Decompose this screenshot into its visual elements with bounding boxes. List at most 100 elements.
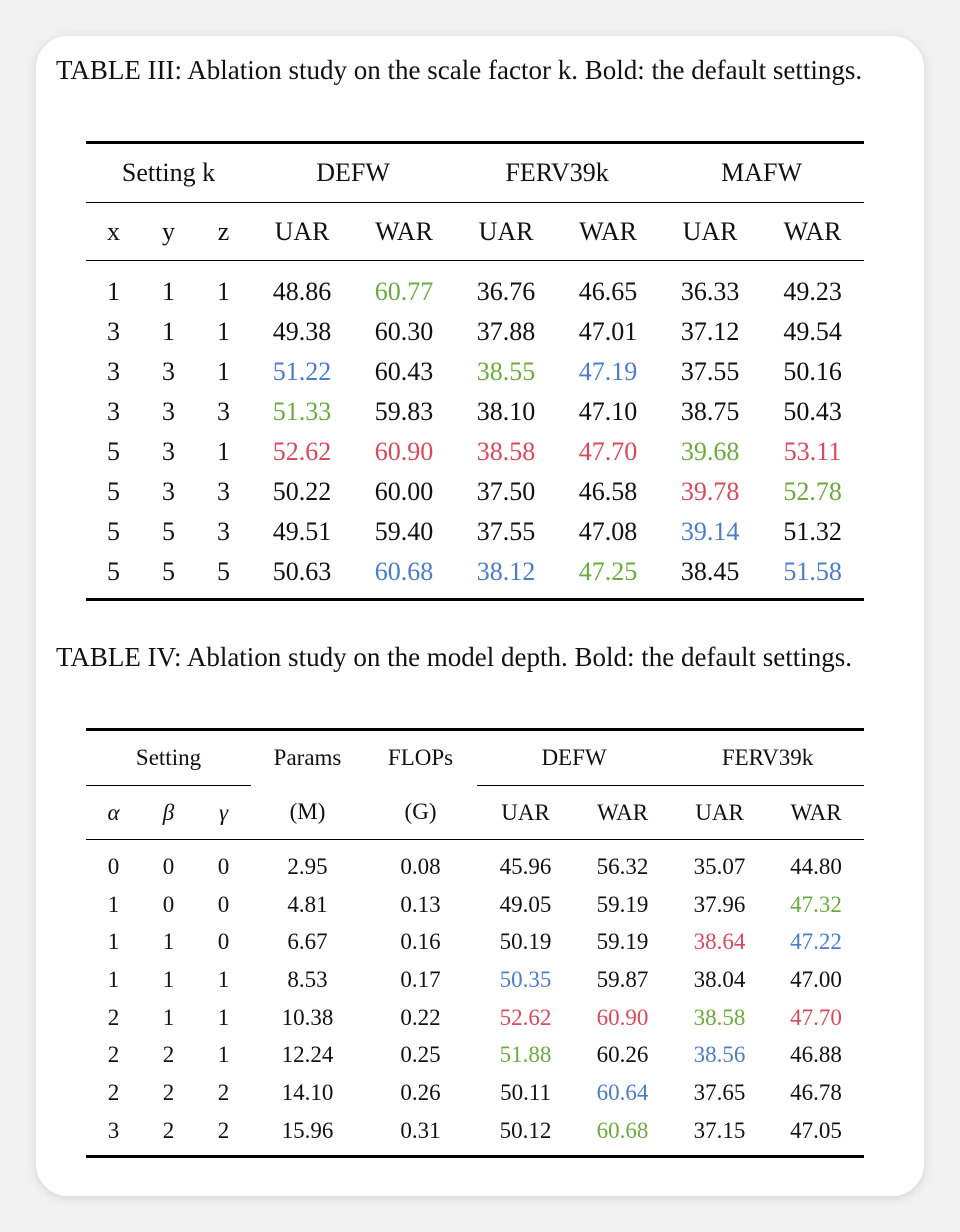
table-cell: 1 (107, 966, 120, 992)
table-cell: 53.11 (783, 437, 842, 466)
table-row: 1 1 1 8.53 0.17 50.35 59.87 38.04 47.00 (86, 961, 864, 999)
table4-caption: TABLE IV: Ablation study on the model de… (56, 642, 852, 672)
table-cell: 1 (107, 277, 120, 306)
table-cell: 46.78 (790, 1079, 842, 1105)
table-cell: 45.96 (499, 853, 552, 879)
table-cell: 2 (162, 1079, 175, 1105)
table-cell: 37.15 (671, 1111, 769, 1158)
table-cell: 1 (217, 966, 230, 992)
table-cell: 38.58 (476, 437, 536, 466)
table-cell: 1 (107, 891, 120, 917)
table-cell: 4.81 (287, 891, 328, 917)
table-cell: 50.43 (783, 397, 842, 426)
table-cell: 51.32 (783, 517, 842, 546)
table3-subheader: UAR (251, 202, 354, 261)
table-cell: 0 (107, 853, 120, 879)
table4: Setting Params FLOPs DEFW FERV39k α β γ … (86, 728, 865, 1158)
table-cell: 3 (162, 437, 175, 466)
table-cell: 49.23 (783, 277, 842, 306)
table3-subheader: y (141, 202, 196, 261)
table-cell: 0.25 (400, 1042, 441, 1068)
table-cell: 2.95 (287, 853, 328, 879)
table-cell: 52.62 (499, 1004, 552, 1030)
table-cell: 60.64 (596, 1079, 649, 1105)
table-cell: 51.33 (272, 397, 332, 426)
table3-subheader: WAR (353, 202, 456, 261)
table-cell: 38.55 (476, 357, 536, 386)
table-cell: 3 (217, 477, 231, 506)
table-cell: 47.01 (578, 317, 638, 346)
table-cell: 6.67 (287, 929, 328, 955)
table-cell: 8.53 (287, 966, 328, 992)
table-cell: 47.25 (557, 552, 660, 601)
table-cell: 14.10 (281, 1079, 334, 1105)
table-cell: 60.90 (374, 437, 434, 466)
table-cell: 1 (162, 966, 175, 992)
table-cell: 2 (162, 1042, 175, 1068)
table-cell: 3 (86, 1111, 141, 1158)
table-cell: 5 (162, 517, 175, 546)
table4-subheader-params-unit: (M) (251, 785, 365, 840)
table-cell: 0.08 (400, 853, 441, 879)
table-cell: 50.16 (783, 357, 842, 386)
table-cell: 35.07 (693, 853, 746, 879)
table-cell: 36.33 (680, 277, 740, 306)
table-cell: 1 (217, 317, 231, 346)
table-cell: 38.56 (693, 1042, 746, 1068)
table4-header-params: Params (251, 728, 365, 786)
table-cell: 1 (107, 929, 120, 955)
table4-subheader: WAR (768, 785, 865, 840)
table-cell: 38.04 (693, 966, 746, 992)
table3-subheader: z (196, 202, 252, 261)
table-cell: 1 (162, 1004, 175, 1030)
table3-subheader: x (86, 202, 141, 261)
table-cell: 5 (86, 552, 141, 601)
table4-subheader: UAR (671, 785, 769, 840)
table-cell: 51.88 (499, 1042, 552, 1068)
table4-subheader-beta: β (141, 785, 196, 840)
table-cell: 47.32 (790, 891, 842, 917)
table-cell: 38.75 (680, 397, 740, 426)
table-row: 3 2 2 15.96 0.31 50.12 60.68 37.15 47.05 (86, 1111, 865, 1158)
table-cell: 59.87 (596, 966, 649, 992)
table-cell: 1 (217, 1042, 230, 1068)
table4-subheader-alpha: α (86, 785, 141, 840)
table-cell: 3 (162, 477, 175, 506)
table3-subheader: WAR (557, 202, 660, 261)
table-cell: 3 (107, 317, 120, 346)
table-cell: 2 (217, 1079, 230, 1105)
table3-subheader: WAR (761, 202, 865, 261)
table4-subheader-gamma: γ (196, 785, 252, 840)
table-row: 2 1 1 10.38 0.22 52.62 60.90 38.58 47.70 (86, 999, 864, 1037)
table-cell: 37.12 (680, 317, 740, 346)
table-cell: 47.70 (578, 437, 638, 466)
table-cell: 47.10 (578, 397, 638, 426)
table3-caption: TABLE III: Ablation study on the scale f… (56, 55, 863, 85)
table-cell: 49.54 (783, 317, 842, 346)
table-cell: 39.14 (680, 517, 740, 546)
table-cell: 47.19 (578, 357, 638, 386)
table4-subheader-flops-unit: (G) (364, 785, 478, 840)
table-cell: 10.38 (281, 1004, 334, 1030)
table-row: 3 3 3 51.33 59.83 38.10 47.10 38.75 50.43 (86, 392, 864, 432)
table-cell: 1 (162, 277, 175, 306)
table-cell: 3 (107, 357, 120, 386)
table-cell: 2 (141, 1111, 196, 1158)
table-cell: 3 (217, 397, 231, 426)
table-cell: 2 (196, 1111, 252, 1158)
table-cell: 52.78 (783, 477, 842, 506)
table-cell: 5 (196, 552, 252, 601)
table-cell: 44.80 (790, 853, 842, 879)
table-cell: 38.10 (476, 397, 536, 426)
table-cell: 3 (162, 397, 175, 426)
table-row: 5 3 3 50.22 60.00 37.50 46.58 39.78 52.78 (86, 472, 864, 512)
table4-body: 0 0 0 2.95 0.08 45.96 56.32 35.07 44.80 1 0 0 4.81 0.… (86, 840, 865, 1158)
table-cell: 48.86 (272, 277, 332, 306)
table-cell: 2 (107, 1004, 120, 1030)
table3-subheader: UAR (659, 202, 762, 261)
table-cell: 50.63 (251, 552, 354, 601)
table-cell: 37.65 (693, 1079, 746, 1105)
table-cell: 5 (141, 552, 196, 601)
table-cell: 5 (107, 477, 120, 506)
table4-subheader: WAR (574, 785, 672, 840)
